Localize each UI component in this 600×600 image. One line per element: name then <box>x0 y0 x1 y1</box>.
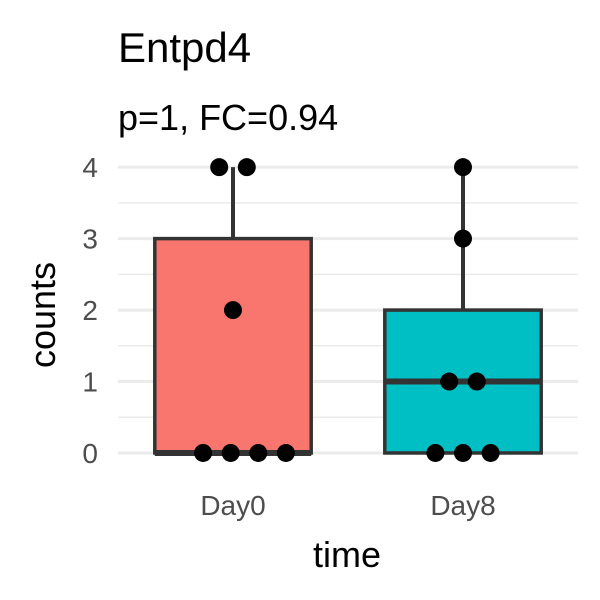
y-tick-label: 4 <box>82 152 98 183</box>
x-axis-label: time <box>313 534 381 575</box>
box-day0 <box>153 236 313 455</box>
y-tick-label: 3 <box>82 224 98 255</box>
y-tick-label: 2 <box>82 295 98 326</box>
y-tick-labels: 0 1 2 3 4 <box>82 152 98 469</box>
data-point <box>249 443 268 462</box>
data-point <box>454 158 472 177</box>
x-tick-labels: Day0 Day8 <box>200 490 495 521</box>
data-point <box>454 443 472 462</box>
data-point <box>221 443 240 462</box>
data-point <box>440 372 459 391</box>
y-tick-label: 0 <box>82 438 98 469</box>
data-point <box>276 443 295 462</box>
x-tick-label: Day0 <box>200 490 265 521</box>
data-point <box>210 158 229 177</box>
boxes <box>153 167 543 456</box>
y-axis-label: counts <box>22 262 63 368</box>
data-point <box>426 443 445 462</box>
data-point <box>224 301 242 320</box>
chart-title: Entpd4 <box>118 24 251 71</box>
data-point <box>454 229 472 248</box>
x-tick-label: Day8 <box>430 490 495 521</box>
data-points <box>194 158 500 462</box>
y-tick-label: 1 <box>82 367 98 398</box>
data-point <box>481 443 500 462</box>
data-point <box>467 372 486 391</box>
data-point <box>237 158 256 177</box>
chart-subtitle: p=1, FC=0.94 <box>118 97 338 138</box>
data-point <box>194 443 213 462</box>
